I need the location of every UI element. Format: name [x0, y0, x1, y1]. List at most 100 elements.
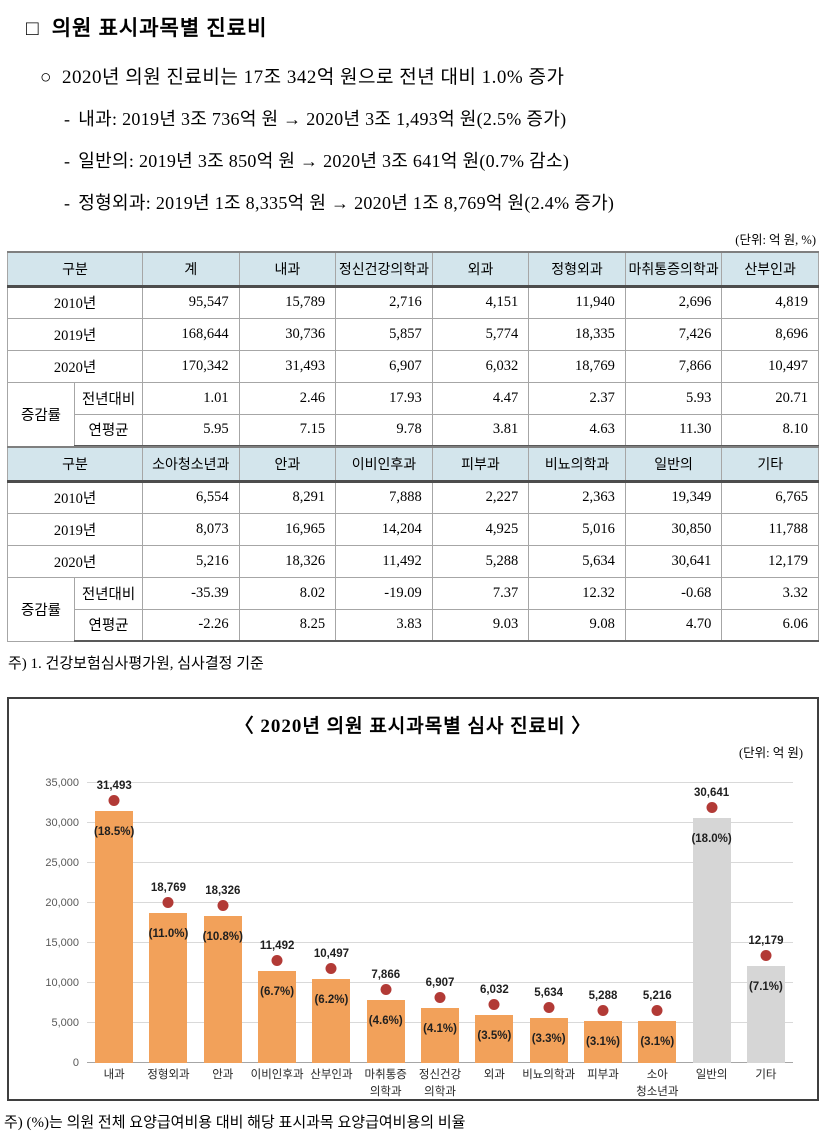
column-header: 정신건강의학과 [335, 251, 433, 288]
data-cell: 11,940 [528, 285, 626, 319]
marker-dot-icon [543, 1001, 555, 1013]
gridline [87, 982, 793, 983]
table-row: 연평균 -2.26 8.25 3.83 9.03 9.08 4.70 6.06 [8, 608, 819, 642]
sub-bullet-line: - 정형외과: 2019년 1조 8,335억 원 → 2020년 1조 8,76… [64, 189, 826, 215]
data-cell: 5,774 [431, 317, 530, 351]
table-row: 2010년 95,547 15,789 2,716 4,151 11,940 2,696 4,… [6, 285, 819, 319]
data-cell: 9.03 [431, 608, 530, 642]
circle-bullet-icon: ○ [40, 67, 52, 88]
data-cell: 9.78 [335, 413, 433, 447]
table-row: 증감률 전년대비 -35.39 8.02 -19.09 7.37 12.32 -0.68 3.3… [7, 576, 819, 642]
bar-category: 31,493 (18.5%) [87, 780, 141, 1063]
data-cell: 5,634 [528, 544, 626, 578]
bar-percent-label: (18.5%) [94, 826, 135, 839]
column-header: 기타 [721, 446, 819, 483]
table-footnote: 주) 1. 건강보험심사평가원, 심사결정 기준 [8, 656, 264, 672]
dash-bullet-icon: - [64, 193, 71, 213]
bar-category: 12,179 (7.1%) [739, 783, 793, 1063]
column-header: 내과 [238, 251, 337, 288]
rate-group-label: 증감률 [7, 381, 75, 447]
summary-text: 2020년 의원 진료비는 17조 342억 원으로 전년 대비 1.0% 증가 [61, 67, 565, 88]
data-cell: 170,342 [142, 349, 240, 383]
data-cell: 12,179 [721, 544, 819, 578]
bar [692, 817, 731, 1063]
data-cell: 18,335 [528, 317, 626, 351]
data-cell: 30,850 [624, 512, 723, 546]
row-label: 2019년 [6, 317, 144, 351]
chart-unit-note: (단위: 억 원) [738, 746, 803, 760]
sub-bullet-text: 내과: 2019년 3조 736억 원 → 2020년 3조 1,493억 원(… [78, 109, 567, 129]
gridline [87, 782, 793, 783]
data-cell: 3.81 [431, 413, 530, 447]
data-cell: 3.83 [335, 608, 433, 642]
table-row: 2019년 168,644 30,736 5,857 5,774 18,335 7,426 8… [6, 317, 819, 351]
sub-bullet-text: 일반의: 2019년 3조 850억 원 → 2020년 3조 641억 원(0… [78, 151, 570, 171]
bar-category: 6,032 (3.5%) [467, 783, 521, 1063]
column-header: 안과 [238, 446, 337, 483]
bar-value-label: 31,493 [96, 780, 132, 793]
bar [203, 916, 242, 1063]
data-cell: 2,363 [528, 480, 626, 514]
y-axis-tick-label: 30,000 [45, 817, 79, 829]
table-header-row: 구분 계 내과 정신건강의학과 외과 정형외과 마취통증의학과 산부인과 [6, 251, 819, 288]
data-cell: 4.47 [431, 381, 530, 415]
column-header: 계 [142, 251, 240, 288]
data-cell: 8,073 [142, 512, 240, 546]
bar-value-label: 10,497 [313, 948, 349, 961]
square-bullet-icon: □ [26, 16, 40, 40]
bar-value-label: 6,907 [425, 976, 455, 989]
bar-value-label: 5,288 [588, 989, 618, 1002]
table-row: 연평균 5.95 7.15 9.78 3.81 4.63 11.30 8.10 [8, 413, 819, 447]
x-axis-category-label: 정형외과 [147, 1069, 190, 1081]
data-cell: 16,965 [238, 512, 337, 546]
bar-percent-label: (3.1%) [640, 1036, 675, 1049]
x-axis-category-label: 소아 청소년과 [636, 1069, 679, 1099]
bar-category: 18,326 (10.8%) [196, 783, 250, 1063]
y-axis-tick-label: 20,000 [45, 897, 79, 909]
data-cell: 11,492 [335, 544, 433, 578]
bar-value-label: 18,769 [150, 881, 187, 894]
data-cell: 31,493 [238, 349, 337, 383]
y-axis-tick-label: 10,000 [45, 977, 79, 989]
x-axis-category-label: 내과 [103, 1069, 125, 1081]
data-cell: 7,866 [624, 349, 723, 383]
column-header: 이비인후과 [335, 446, 433, 483]
x-axis-category-label: 산부인과 [310, 1069, 353, 1081]
data-cell: 4,819 [721, 285, 819, 319]
gridline [87, 942, 793, 943]
bar [421, 1007, 460, 1063]
table-row: 증감률 전년대비 1.01 2.46 17.93 4.47 2.37 5.93 20.71 [7, 381, 819, 447]
bar-category: 6,907 (4.1%) [413, 783, 467, 1063]
data-cell: 5,288 [431, 544, 530, 578]
bar-percent-label: (4.1%) [423, 1022, 457, 1035]
marker-dot-icon [651, 1005, 663, 1017]
column-header: 구분 [6, 446, 144, 483]
rate-group-label: 증감률 [7, 576, 75, 642]
gridline [87, 902, 793, 903]
column-header: 일반의 [624, 446, 723, 483]
x-axis-category-label: 기타 [755, 1069, 777, 1081]
chart-panel: 〈 2020년 의원 표시과목별 심사 진료비 〉 (단위: 억 원) 0 5,0… [7, 697, 819, 1101]
bar-percent-label: (7.1%) [748, 980, 783, 993]
data-cell: 4,925 [431, 512, 530, 546]
marker-dot-icon [597, 1004, 609, 1016]
summary-line: ○ 2020년 의원 진료비는 17조 342억 원으로 전년 대비 1.0% 증… [40, 62, 826, 89]
bar-value-label: 7,866 [371, 969, 401, 982]
data-table: 구분 소아청소년과 안과 이비인후과 피부과 비뇨의학과 일반의 기타 2010년 6,554 8,… [6, 446, 819, 642]
sub-bullet-line: - 일반의: 2019년 3조 850억 원 → 2020년 3조 641억 원(… [64, 147, 826, 173]
data-cell: 2,716 [335, 285, 433, 319]
data-cell: 20.71 [721, 381, 819, 415]
bar [312, 979, 351, 1063]
sub-bullet-line: - 내과: 2019년 3조 736억 원 → 2020년 3조 1,493억 원… [64, 105, 826, 131]
bar-value-label: 18,326 [205, 885, 241, 898]
gridline [87, 862, 793, 863]
expense-table: 구분 계 내과 정신건강의학과 외과 정형외과 마취통증의학과 산부인과 2010년 95,547… [6, 251, 819, 642]
x-axis-category-label: 마취통증 의학과 [364, 1069, 407, 1099]
bar-value-label: 12,179 [748, 934, 784, 947]
bar [258, 971, 297, 1063]
marker-dot-icon [271, 955, 283, 967]
bar-percent-label: (11.0%) [148, 927, 189, 940]
marker-dot-icon [488, 998, 500, 1010]
bar-category: 30,641 (18.0%) [684, 783, 738, 1063]
sub-bullet-text: 정형외과: 2019년 1조 8,335억 원 → 2020년 1조 8,769… [78, 193, 615, 213]
